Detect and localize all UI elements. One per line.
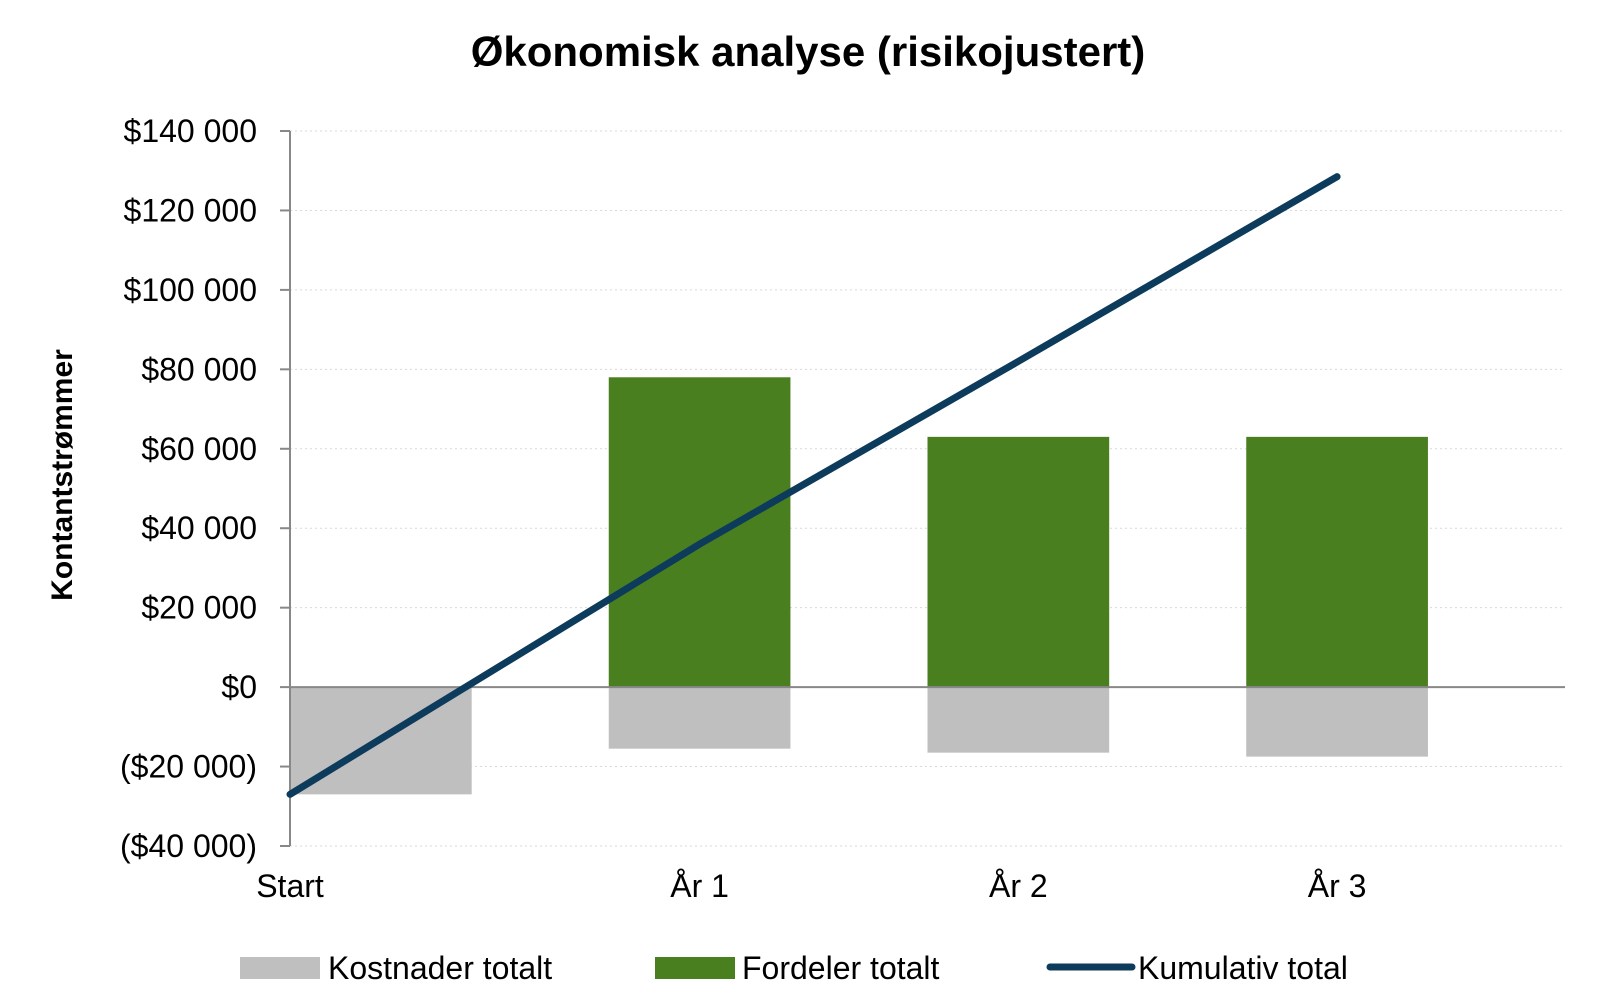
bar-kostnader-totalt bbox=[1246, 687, 1428, 757]
y-tick-label: $80 000 bbox=[141, 351, 257, 387]
legend: Kostnader totalt Fordeler totalt Kumulativ… bbox=[240, 950, 1348, 986]
legend-item: Kostnader totalt bbox=[240, 950, 552, 986]
y-tick-label: ($40 000) bbox=[120, 828, 257, 864]
legend-label: Fordeler totalt bbox=[742, 950, 940, 986]
line-kumulativ-total bbox=[286, 173, 1341, 798]
legend-swatch bbox=[655, 957, 735, 979]
x-tick-label: År 1 bbox=[670, 868, 729, 904]
legend-item: Kumulativ total bbox=[1046, 950, 1348, 986]
legend-swatch bbox=[240, 957, 320, 979]
y-tick-label: $40 000 bbox=[141, 510, 257, 546]
bar-fordeler-totalt bbox=[927, 436, 1110, 688]
bar-fordeler-totalt bbox=[1246, 436, 1428, 688]
bar-kostnader-totalt bbox=[608, 687, 791, 749]
bars bbox=[290, 377, 1428, 795]
y-tick-label: ($20 000) bbox=[120, 749, 257, 785]
chart-title: Økonomisk analyse (risikojustert) bbox=[471, 28, 1146, 75]
y-tick-label: $20 000 bbox=[141, 590, 257, 626]
line-series bbox=[286, 173, 1341, 798]
y-tick-label: $100 000 bbox=[124, 272, 257, 308]
bar-kostnader-totalt bbox=[927, 687, 1110, 753]
x-tick-label: År 2 bbox=[989, 868, 1048, 904]
y-axis-label: Kontantstrømmer bbox=[46, 349, 79, 601]
axes bbox=[280, 130, 1565, 847]
bar-fordeler-totalt bbox=[608, 377, 791, 688]
y-tick-label: $60 000 bbox=[141, 431, 257, 467]
x-tick-label: År 3 bbox=[1308, 868, 1367, 904]
y-tick-label: $140 000 bbox=[124, 113, 257, 149]
legend-item: Fordeler totalt bbox=[655, 950, 940, 986]
y-tick-label: $120 000 bbox=[124, 192, 257, 228]
y-tick-label: $0 bbox=[221, 669, 257, 705]
x-tick-label: Start bbox=[256, 868, 324, 904]
tick-labels: $140 000 $120 000 $100 000 $80 000 $60 000 $4… bbox=[120, 113, 1366, 904]
legend-label: Kostnader totalt bbox=[328, 950, 552, 986]
legend-label: Kumulativ total bbox=[1138, 950, 1348, 986]
